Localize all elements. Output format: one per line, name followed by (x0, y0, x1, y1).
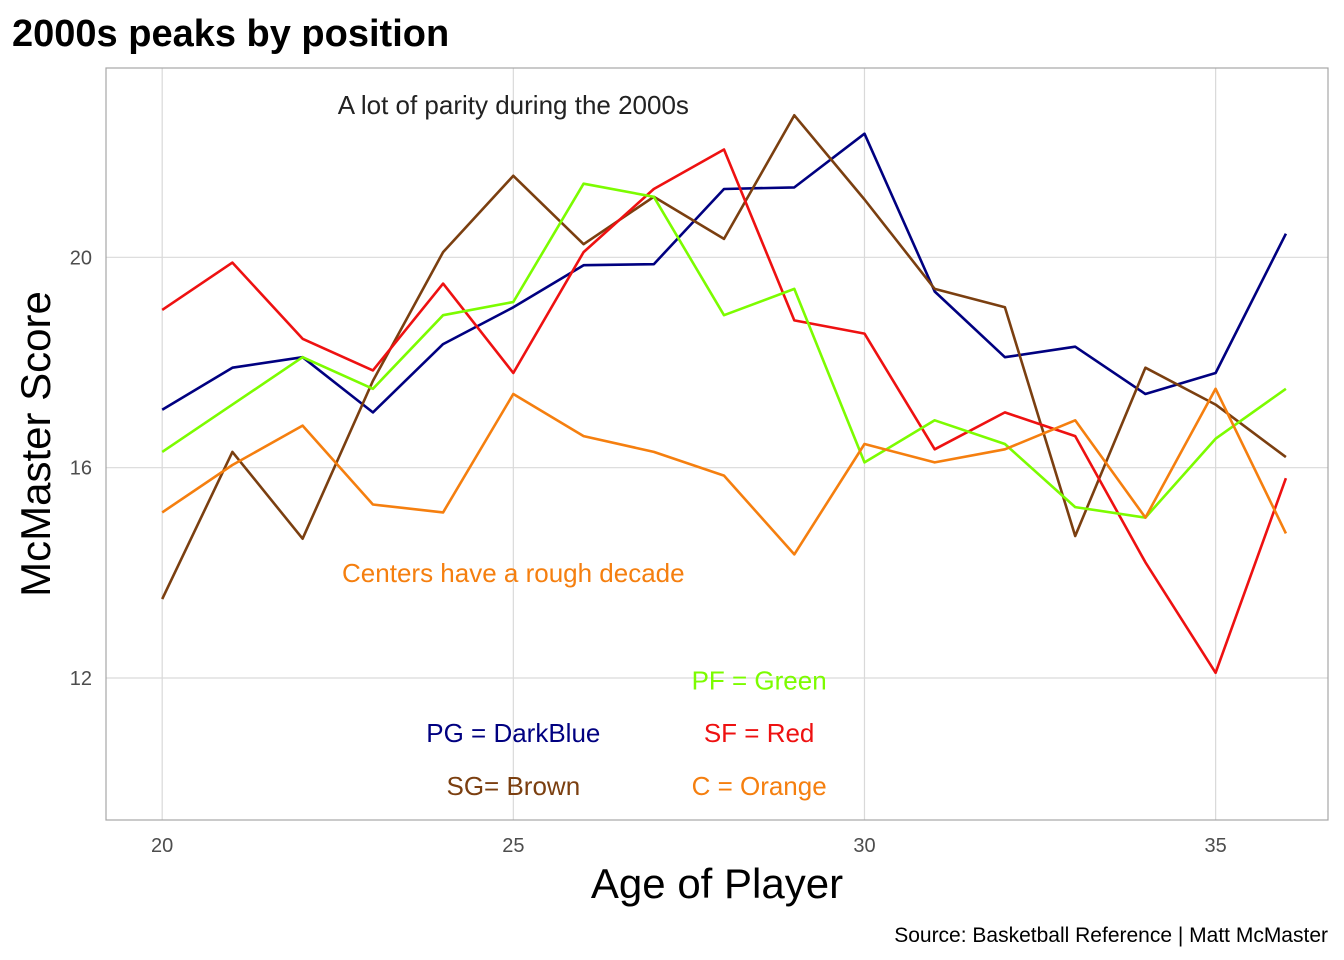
y-tick-label: 12 (70, 668, 92, 690)
x-tick-label: 25 (502, 835, 524, 857)
chart-annotation: PG = DarkBlue (426, 718, 600, 748)
chart-annotation: C = Orange (692, 771, 827, 801)
tick-labels: 20 25 30 35 12 16 20 (70, 247, 1227, 857)
chart-title: 2000s peaks by position (12, 13, 449, 55)
x-axis-title: Age of Player (591, 860, 843, 907)
x-tick-label: 20 (151, 835, 173, 857)
chart-annotation: PF = Green (692, 666, 827, 696)
x-tick-label: 35 (1205, 835, 1227, 857)
series-line-c (161, 387, 1288, 556)
series-line-pf (161, 182, 1287, 519)
plot-panel (105, 67, 1329, 821)
series-line-sf (161, 148, 1288, 675)
chart-annotation: SG= Brown (446, 771, 580, 801)
series-line-pg (161, 132, 1288, 414)
chart-annotation: Centers have a rough decade (342, 558, 685, 588)
annotations: A lot of parity during the 2000s Centers … (338, 90, 827, 801)
y-axis-title: McMaster Score (12, 291, 59, 597)
chart-annotation: A lot of parity during the 2000s (338, 90, 689, 120)
series-lines (161, 114, 1288, 675)
y-tick-label: 20 (70, 247, 92, 269)
gridlines (106, 68, 1328, 820)
y-tick-label: 16 (70, 458, 92, 480)
chart-annotation: SF = Red (704, 718, 815, 748)
x-tick-label: 30 (853, 835, 875, 857)
source-caption: Source: Basketball Reference | Matt McMa… (894, 924, 1328, 947)
